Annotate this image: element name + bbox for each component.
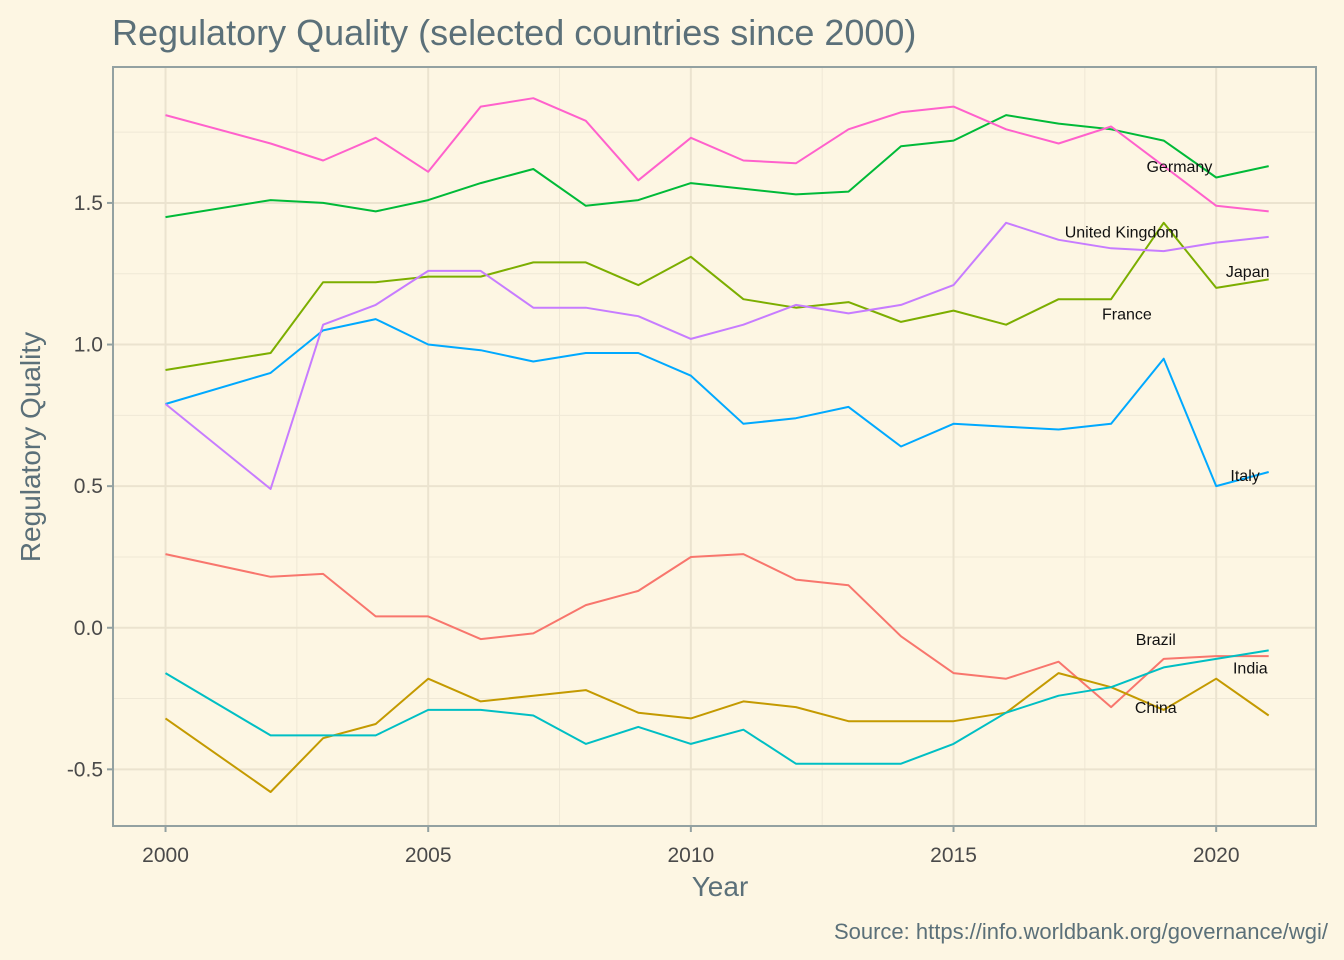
chart-title: Regulatory Quality (selected countries s… <box>112 12 916 53</box>
series-line-united-kingdom <box>164 221 1269 490</box>
y-tick-label: 1.0 <box>74 334 103 357</box>
series-line-italy <box>165 318 1269 488</box>
series-label-france: France <box>1102 306 1152 323</box>
x-tick-label: 2015 <box>930 844 977 867</box>
series-label-italy: Italy <box>1230 468 1259 485</box>
y-tick-label: 0.0 <box>74 617 103 640</box>
y-axis: -0.5 0.0 0.5 1.0 1.5 <box>67 192 113 781</box>
source-caption: Source: https://info.worldbank.org/gover… <box>834 919 1329 944</box>
plot-panel <box>112 66 1317 827</box>
series-line-india <box>164 649 1269 765</box>
y-axis-title: Regulatory Quality <box>15 332 46 562</box>
series-labels: Brazil China France Germany India Italy United… <box>1065 159 1270 717</box>
y-tick-label: -0.5 <box>67 758 103 781</box>
x-tick-label: 2000 <box>142 844 189 867</box>
series-label-india: India <box>1233 660 1268 677</box>
series-label-germany: Germany <box>1147 159 1213 176</box>
x-tick-label: 2005 <box>405 844 452 867</box>
y-tick-label: 0.5 <box>74 475 103 498</box>
series-line-japan <box>165 97 1269 213</box>
y-tick-label: 1.5 <box>74 192 103 215</box>
x-axis-title: Year <box>692 871 749 902</box>
series-line-france <box>165 221 1269 371</box>
series-label-china: China <box>1135 700 1177 717</box>
series-line-brazil <box>165 553 1269 709</box>
series-label-united-kingdom: United Kingdom <box>1065 224 1179 241</box>
gridlines <box>114 68 1315 825</box>
series-line-china <box>164 672 1270 793</box>
x-tick-label: 2020 <box>1193 844 1240 867</box>
series-label-japan: Japan <box>1226 264 1270 281</box>
series-label-brazil: Brazil <box>1136 632 1176 649</box>
series-line-germany <box>165 114 1269 219</box>
x-tick-label: 2010 <box>668 844 715 867</box>
x-axis: 2000 2005 2010 2015 2020 <box>142 826 1240 867</box>
series-lines <box>164 97 1270 793</box>
